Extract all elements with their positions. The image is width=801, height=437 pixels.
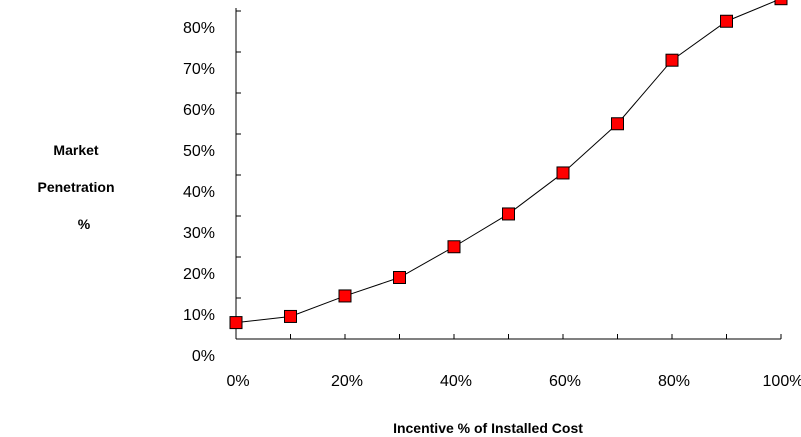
data-point-marker [502, 207, 515, 221]
y-tick-label: 50% [183, 143, 215, 160]
data-point-marker [611, 117, 624, 131]
y-tick-label: 30% [183, 225, 215, 242]
y-tick-label: 70% [183, 61, 215, 78]
y-axis-title-line-2: Penetration [37, 179, 114, 195]
series-line [235, 0, 780, 324]
y-tick-label: 10% [183, 307, 215, 324]
y-tick-label: 20% [183, 266, 215, 283]
y-axis-title-line-3: % [78, 216, 91, 232]
data-point-marker [229, 316, 243, 330]
x-tick-label: 60% [549, 373, 581, 390]
y-tick-label: 80% [183, 20, 215, 37]
x-tick-label: 20% [331, 373, 363, 390]
data-point-marker [338, 289, 352, 303]
y-axis-title-line-1: Market [53, 142, 98, 158]
data-point-marker [284, 309, 297, 323]
y-tick-label: 0% [192, 348, 215, 365]
y-tick-label: 40% [183, 184, 215, 201]
y-tick-label: 60% [183, 102, 215, 119]
x-tick-label: 0% [226, 373, 249, 390]
data-point-marker [720, 14, 733, 28]
plot-area [229, 0, 788, 330]
x-tick-label: 80% [658, 373, 690, 390]
data-point-marker [665, 53, 679, 67]
y-axis-title: Market Penetration % [37, 142, 114, 232]
x-tick-label: 40% [440, 373, 472, 390]
x-axis-title: Incentive % of Installed Cost [393, 420, 583, 436]
data-point-marker [774, 0, 788, 6]
x-tick-label: 100% [763, 373, 801, 390]
data-point-marker [447, 240, 461, 254]
data-point-marker [393, 271, 406, 284]
chart-axes: 0% 10% 20% 30% 40% 50% 60% 70% 80% 0% 20% 40% 60% 80%… [183, 8, 801, 390]
data-point-marker [556, 166, 570, 180]
